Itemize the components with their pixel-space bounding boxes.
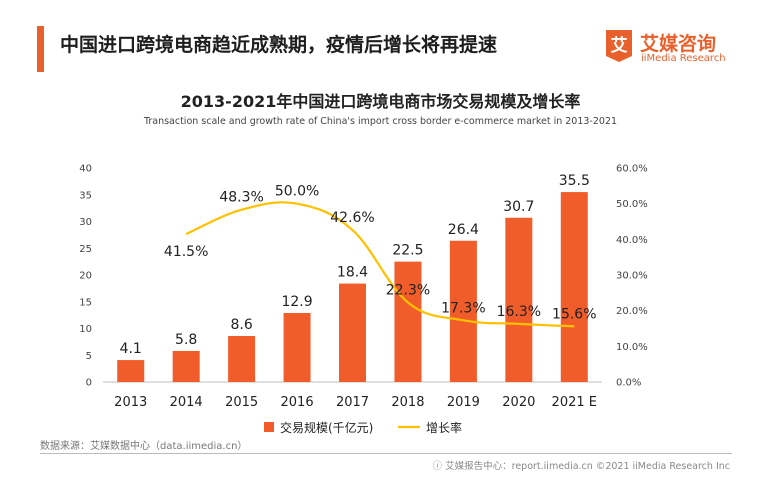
bar-value-label: 35.5 — [559, 173, 590, 189]
x-tick-label: 2016 — [281, 395, 314, 410]
bar — [449, 240, 477, 382]
y-right-tick-label: 0.0% — [616, 378, 641, 389]
bar-value-label: 18.4 — [337, 265, 368, 281]
y-left-tick-label: 0 — [86, 378, 92, 389]
bar-value-label: 22.5 — [392, 243, 423, 259]
bar — [394, 261, 422, 382]
headline-accent-bar — [37, 26, 44, 72]
y-left-tick-label: 15 — [79, 297, 92, 308]
bar — [172, 350, 200, 382]
bar-value-label: 5.8 — [175, 332, 197, 348]
iimedia-logo-icon: 艾 — [606, 30, 632, 62]
iimedia-logo[interactable]: 艾 艾媒咨询 iiMedia Research — [604, 24, 734, 72]
legend-line-label: 增长率 — [426, 420, 462, 435]
page-headline: 中国进口跨境电商趋近成熟期，疫情后增长将再提速 — [60, 34, 498, 56]
y-right-tick-label: 30.0% — [616, 271, 648, 282]
y-left-tick-label: 30 — [79, 217, 92, 228]
line-value-label: 22.3% — [386, 282, 430, 298]
line-value-label: 48.3% — [219, 190, 263, 206]
bar-value-label: 30.7 — [503, 199, 534, 215]
logo-glyph: 艾 — [611, 35, 628, 56]
x-tick-label: 2013 — [114, 395, 147, 410]
bar-value-label: 8.6 — [230, 317, 252, 333]
y-left-tick-label: 40 — [79, 164, 92, 175]
bar — [560, 192, 588, 382]
chart-subtitle: Transaction scale and growth rate of Chi… — [143, 116, 618, 127]
growth-rate-line — [185, 201, 575, 328]
line-value-label: 15.6% — [552, 306, 596, 322]
logo-text: 艾媒咨询 — [640, 33, 717, 55]
x-tick-label: 2021 E — [552, 395, 597, 410]
y-left-tick-label: 10 — [79, 324, 92, 335]
line-value-label: 41.5% — [164, 244, 208, 260]
y-right-tick-label: 10.0% — [616, 342, 648, 353]
x-tick-label: 2017 — [336, 395, 369, 410]
y-left-tick-label: 20 — [79, 271, 92, 282]
line-value-label: 50.0% — [275, 184, 319, 200]
y-left-tick-label: 35 — [79, 190, 92, 201]
line-value-label: 17.3% — [441, 300, 485, 316]
x-tick-label: 2019 — [447, 395, 480, 410]
y-right-tick-label: 60.0% — [616, 164, 648, 175]
y-left-tick-label: 25 — [79, 244, 92, 255]
legend-bar-swatch — [264, 422, 274, 432]
x-tick-label: 2014 — [170, 395, 203, 410]
y-right-tick-label: 20.0% — [616, 306, 648, 317]
line-value-label: 42.6% — [330, 210, 374, 226]
logo-subtext: iiMedia Research — [641, 53, 726, 64]
bar — [228, 335, 256, 382]
legend-bar-label: 交易规模(千亿元) — [280, 420, 373, 435]
line-value-label: 16.3% — [497, 304, 541, 320]
bar-value-label: 26.4 — [448, 222, 479, 238]
bar — [283, 312, 311, 382]
bar-value-label: 12.9 — [281, 294, 312, 310]
bar — [339, 283, 366, 382]
y-right-tick-label: 40.0% — [616, 235, 648, 246]
y-left-tick-label: 5 — [86, 351, 92, 362]
bar-value-label: 4.1 — [120, 341, 142, 357]
x-tick-label: 2020 — [502, 395, 535, 410]
bar — [505, 217, 533, 382]
footer-credit: ⓘ 艾媒报告中心：report.iimedia.cn ©2021 iiMedia… — [432, 461, 730, 472]
x-tick-label: 2015 — [225, 395, 258, 410]
y-right-tick-label: 50.0% — [616, 199, 648, 210]
footer-divider — [40, 453, 732, 454]
bar — [117, 360, 145, 382]
chart-title: 2013-2021年中国进口跨境电商市场交易规模及增长率 — [180, 92, 581, 111]
x-tick-label: 2018 — [391, 395, 424, 410]
data-source: 数据来源：艾媒数据中心（data.iimedia.cn） — [40, 441, 248, 452]
